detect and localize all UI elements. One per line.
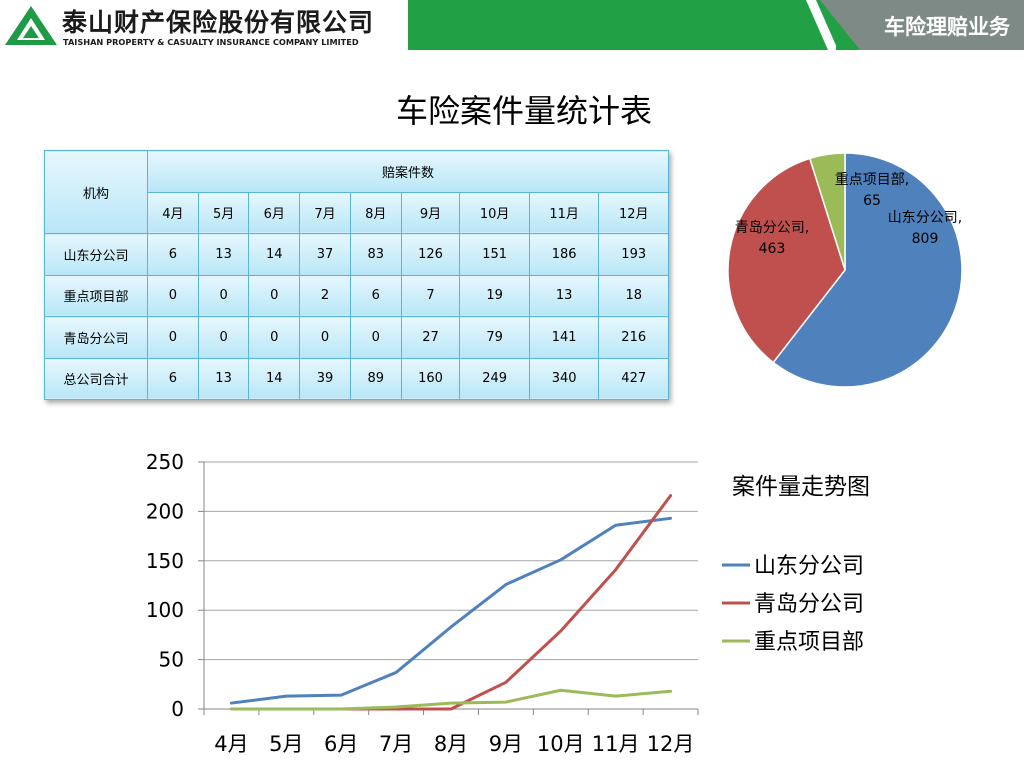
pie-slice (727, 157, 846, 364)
value-cell: 37 (299, 233, 351, 276)
value-cell: 39 (299, 357, 351, 400)
pie-slice-label: 重点项目部, (835, 172, 909, 188)
table-row: 总公司合计 6 13 14 39 89 160 249 340 427 (44, 357, 669, 400)
pie-slice-label: 青岛分公司, (735, 220, 809, 236)
value-cell: 13 (197, 233, 250, 276)
value-cell: 2 (299, 274, 351, 317)
value-cell: 19 (459, 274, 530, 317)
value-cell: 160 (400, 357, 461, 400)
legend-label: 重点项目部 (754, 630, 864, 655)
y-tick-label: 150 (146, 549, 184, 573)
org-cell: 总公司合计 (44, 357, 148, 400)
x-tick-label: 8月 (434, 732, 468, 756)
month-header: 6月 (248, 191, 301, 234)
header-section-panel: 车险理赔业务 (820, 0, 1024, 50)
value-cell: 0 (197, 316, 250, 359)
pie-slice (772, 152, 963, 388)
month-header: 7月 (299, 191, 351, 234)
company-name-cn: 泰山财产保险股份有限公司 (62, 8, 375, 37)
value-cell: 14 (248, 233, 301, 276)
table-row: 重点项目部 0 0 0 2 6 7 19 13 18 (44, 274, 669, 317)
org-cell: 青岛分公司 (44, 316, 148, 359)
value-cell: 0 (147, 274, 199, 317)
value-cell: 7 (400, 274, 461, 317)
x-tick-label: 5月 (269, 732, 303, 756)
page-title: 车险案件量统计表 (395, 92, 652, 130)
value-cell: 0 (197, 274, 250, 317)
value-cell: 0 (147, 316, 199, 359)
org-cell: 山东分公司 (44, 233, 148, 276)
org-column-header: 机构 (44, 150, 148, 234)
series-line (229, 494, 673, 711)
pie-slice-value: 809 (912, 231, 939, 247)
value-cell: 27 (400, 316, 461, 359)
series-line (229, 688, 673, 711)
pie-slice-value: 463 (759, 241, 786, 257)
value-cell: 83 (349, 233, 402, 276)
pie-slice-value: 65 (863, 193, 881, 209)
y-tick-label: 100 (146, 598, 184, 622)
claims-table: 机构 赔案件数 4月 5月 6月 7月 8月 9月 10月 11月 12月 山东… (44, 150, 669, 400)
value-cell: 193 (598, 233, 669, 276)
value-cell: 13 (528, 274, 600, 317)
pie-chart: 山东分公司, 809 青岛分公司, 463 重点项目部, 65 (727, 152, 963, 388)
month-header-row: 4月 5月 6月 7月 8月 9月 10月 11月 12月 (45, 191, 669, 234)
value-cell: 216 (598, 316, 669, 359)
x-tick-label: 7月 (379, 732, 413, 756)
x-tick-label: 9月 (489, 732, 523, 756)
value-cell: 0 (248, 274, 301, 317)
pie-slice-label: 山东分公司, (888, 210, 962, 226)
value-cell: 186 (528, 233, 600, 276)
value-cell: 0 (299, 316, 351, 359)
month-header: 11月 (528, 191, 600, 234)
value-cell: 249 (459, 357, 530, 400)
org-cell: 重点项目部 (44, 274, 148, 317)
series-line (229, 516, 673, 705)
section-tag: 车险理赔业务 (884, 15, 1010, 39)
value-cell: 89 (349, 357, 402, 400)
table-header-row: 机构 赔案件数 (44, 150, 669, 234)
value-cell: 79 (459, 316, 530, 359)
company-logo: 泰山财产保险股份有限公司 TAISHAN PROPERTY & CASUALTY… (0, 0, 408, 50)
value-cell: 6 (147, 233, 199, 276)
company-name-en: TAISHAN PROPERTY & CASUALTY INSURANCE CO… (63, 37, 359, 47)
month-header: 4月 (147, 191, 199, 234)
mountain-logo-icon (5, 6, 57, 45)
y-tick-label: 50 (159, 648, 184, 672)
legend-label: 青岛分公司 (754, 592, 864, 617)
x-tick-label: 10月 (537, 732, 585, 756)
x-tick-label: 11月 (592, 732, 640, 756)
pie-slice (808, 152, 846, 271)
value-cell: 340 (528, 357, 600, 400)
y-tick-label: 250 (146, 450, 184, 474)
month-header: 10月 (459, 191, 530, 234)
value-cell: 151 (459, 233, 530, 276)
x-tick-label: 12月 (647, 732, 695, 756)
value-cell: 126 (400, 233, 461, 276)
value-cell: 13 (197, 357, 250, 400)
y-tick-label: 0 (171, 697, 184, 721)
x-tick-label: 4月 (214, 732, 248, 756)
table-row: 山东分公司 6 13 14 37 83 126 151 186 193 (44, 233, 669, 276)
line-chart: 0 50 100 150 200 250 4月 5月 6月 7月 8月 9月 10月 11月 12月 案件量走… (146, 450, 870, 756)
claims-group-header: 赔案件数 (147, 150, 669, 193)
value-cell: 0 (248, 316, 301, 359)
value-cell: 0 (349, 316, 402, 359)
month-header: 12月 (598, 191, 669, 234)
y-tick-label: 200 (146, 499, 184, 523)
value-cell: 427 (598, 357, 669, 400)
table-row: 青岛分公司 0 0 0 0 0 27 79 141 216 (44, 316, 669, 359)
value-cell: 14 (248, 357, 301, 400)
x-tick-label: 6月 (324, 732, 358, 756)
month-header: 8月 (349, 191, 402, 234)
value-cell: 141 (528, 316, 600, 359)
month-header: 9月 (400, 191, 461, 234)
legend-label: 山东分公司 (754, 554, 864, 579)
value-cell: 6 (349, 274, 402, 317)
chart-title: 案件量走势图 (732, 474, 870, 500)
month-header: 5月 (197, 191, 250, 234)
header-bar: 泰山财产保险股份有限公司 TAISHAN PROPERTY & CASUALTY… (0, 0, 1024, 50)
value-cell: 6 (147, 357, 199, 400)
value-cell: 18 (598, 274, 669, 317)
